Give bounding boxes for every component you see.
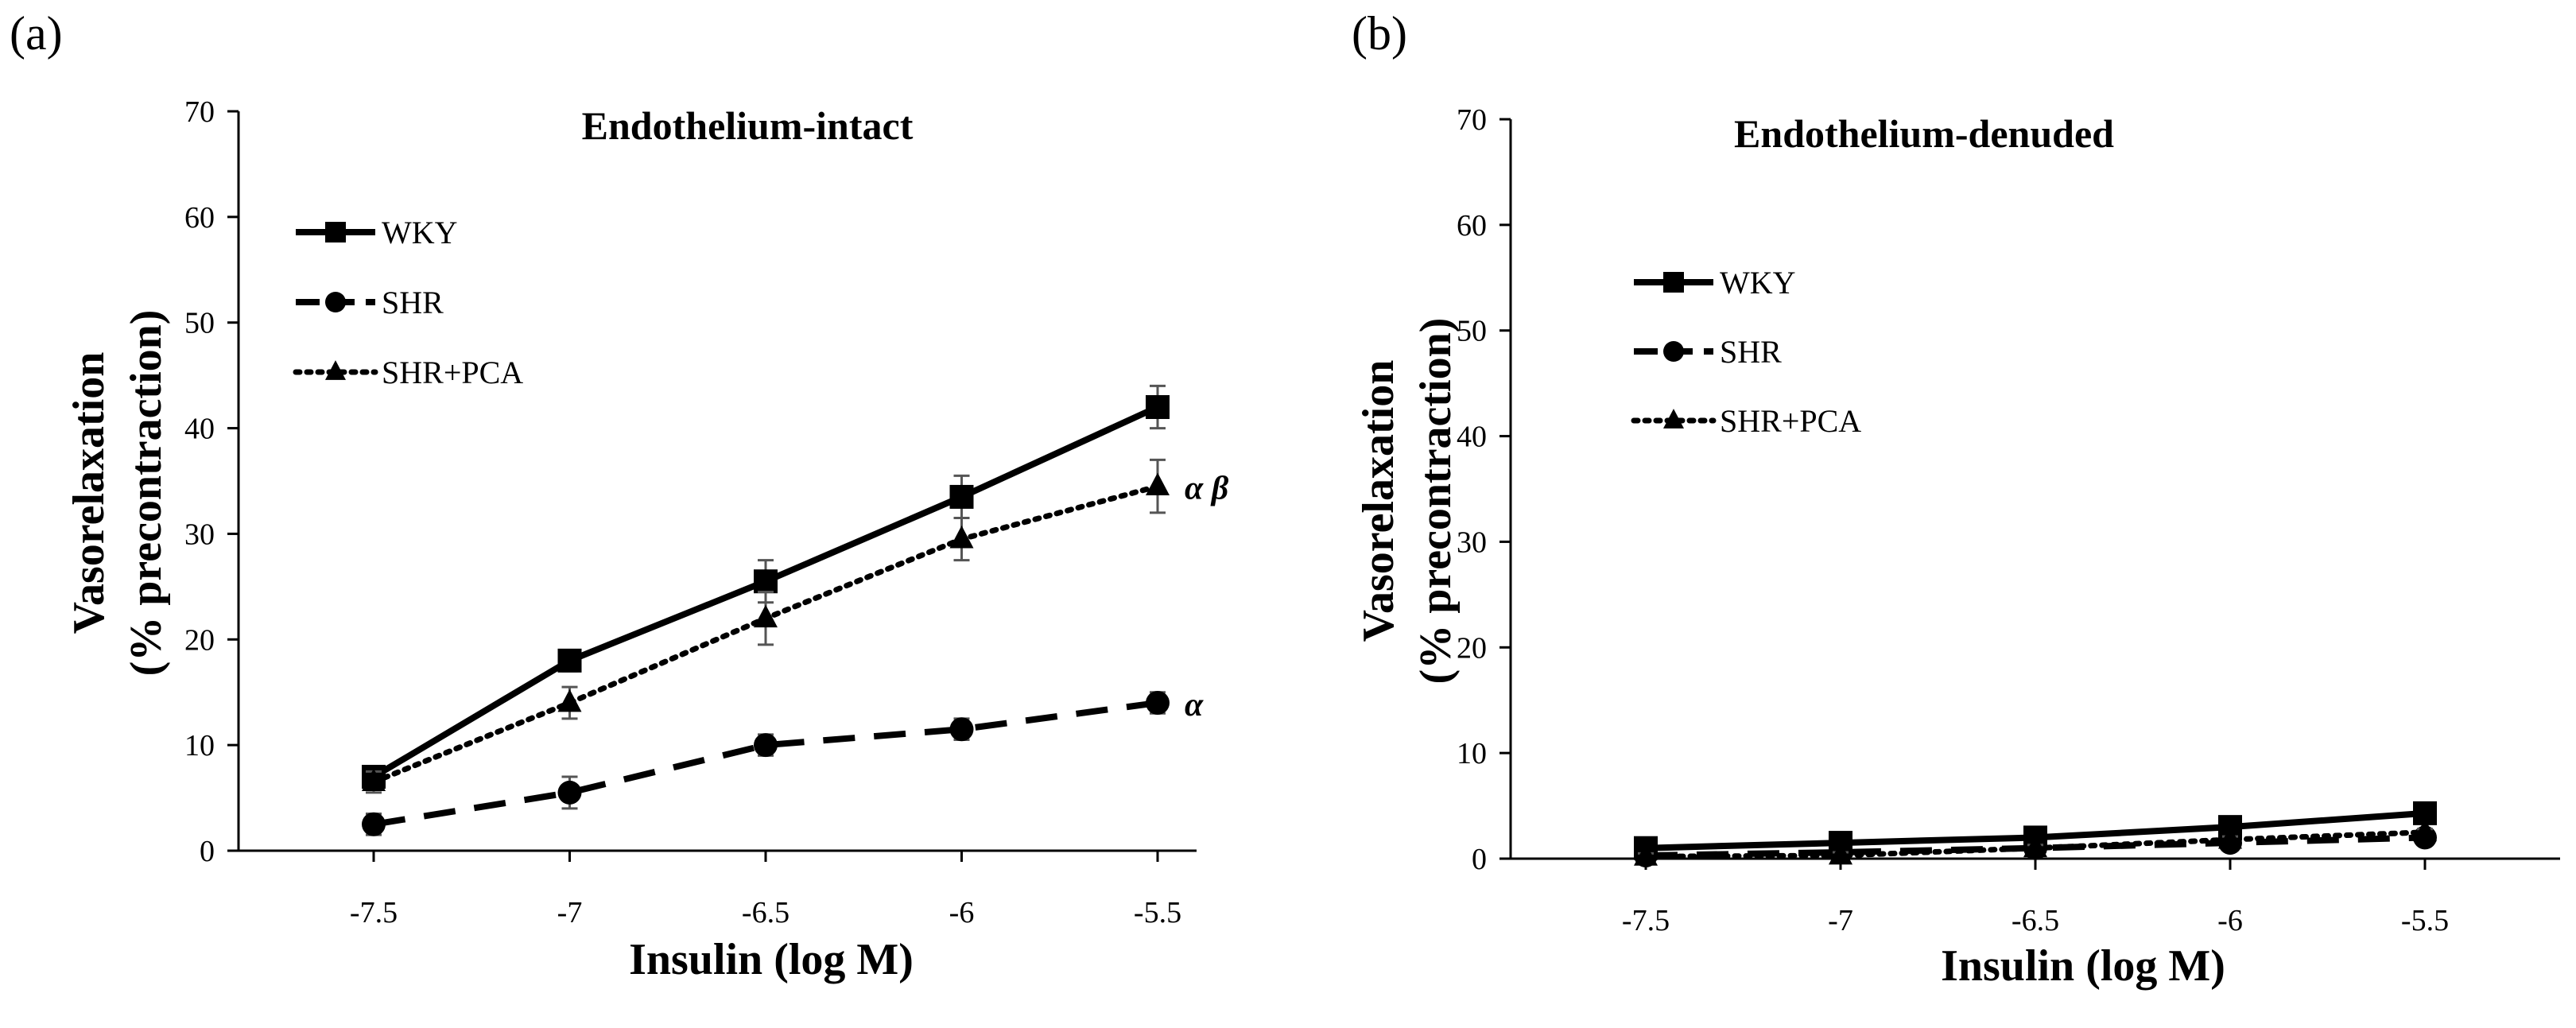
y-axis-label: Vasorelaxation (1354, 360, 1403, 642)
data-point-square (1146, 395, 1170, 419)
y-tick-label: 10 (184, 729, 215, 762)
chart-panel-b: (b) Endothelium-denuded 0 10 20 30 40 50 60 70 -7.… (1352, 7, 2560, 991)
data-point-triangle (949, 525, 974, 549)
series-line (373, 700, 1158, 828)
legend-item-shr: SHR (296, 285, 444, 320)
legend-item-wky: WKY (1634, 265, 1796, 301)
legend-item-shr: SHR (1634, 334, 1782, 370)
y-axis-label: (% precontraction) (1411, 318, 1461, 685)
legend-item-shr-pca: SHR+PCA (293, 355, 523, 390)
legend-label: SHR (1720, 334, 1782, 370)
legend-marker-circle (325, 292, 346, 312)
x-tick-label: -7 (1828, 904, 1853, 937)
chart-panel-a: (a) Endothelium-intact 0 10 20 30 40 50 60 70 -7.5… (10, 7, 1229, 984)
data-point-circle (949, 717, 974, 742)
legend-label: WKY (382, 215, 458, 250)
data-point-triangle (1146, 472, 1170, 496)
x-tick-label: -5.5 (1134, 896, 1181, 929)
x-tick-label: -7 (557, 896, 583, 929)
panel-label: (a) (10, 7, 63, 60)
x-tick-label: -6.5 (2012, 904, 2059, 937)
chart-title: Endothelium-denuded (1734, 111, 2114, 156)
series-shr-pca (1634, 818, 2437, 866)
y-tick-label: 20 (184, 623, 215, 657)
data-point-triangle (2413, 818, 2437, 842)
y-tick-label: 0 (1472, 843, 1487, 876)
data-point-triangle (1634, 843, 1658, 866)
series-shr: α (362, 687, 1204, 836)
legend-marker-square (325, 222, 346, 242)
legend-item-shr-pca: SHR+PCA (1631, 403, 1861, 439)
legend-item-wky: WKY (296, 215, 458, 250)
legend-label: SHR+PCA (382, 355, 523, 390)
y-tick-label: 30 (1457, 526, 1487, 559)
series-line (1645, 834, 2426, 859)
x-tick-label: -7.5 (350, 896, 398, 929)
legend-label: SHR+PCA (1720, 403, 1861, 439)
series-wky (362, 384, 1170, 789)
y-tick-label: 60 (184, 201, 215, 235)
panel-label: (b) (1352, 7, 1407, 60)
data-point-circle (754, 733, 778, 758)
data-point-square (754, 569, 778, 594)
legend-marker-triangle (1663, 409, 1684, 429)
y-tick-label: 40 (1457, 421, 1487, 454)
legend-marker-square (1663, 272, 1684, 293)
y-tick-label: 60 (1457, 209, 1487, 242)
y-tick-label: 40 (184, 413, 215, 446)
y-tick-label: 20 (1457, 631, 1487, 665)
x-axis-label: Insulin (log M) (629, 935, 914, 984)
y-axis-label: (% precontraction) (122, 310, 171, 677)
x-axis-label: Insulin (log M) (1941, 941, 2225, 991)
data-point-square (557, 648, 582, 673)
legend-marker-triangle (325, 360, 346, 380)
data-point-square (949, 484, 974, 509)
y-tick-label: 70 (184, 95, 215, 129)
x-tick-label: -6 (2217, 904, 2243, 937)
y-tick-label: 50 (184, 307, 215, 340)
data-point-circle (557, 780, 582, 805)
y-tick-label: 30 (184, 518, 215, 551)
legend-marker-circle (1663, 341, 1684, 362)
y-axis-label: Vasorelaxation (64, 352, 114, 634)
data-point-circle (362, 812, 386, 836)
chart-title: Endothelium-intact (582, 103, 914, 148)
x-tick-label: -6 (949, 896, 975, 929)
data-point-triangle (557, 689, 582, 712)
x-tick-label: -5.5 (2401, 904, 2449, 937)
x-tick-label: -7.5 (1622, 904, 1670, 937)
series-shr-pca: α β (362, 458, 1229, 794)
data-point-triangle (1829, 841, 1852, 865)
significance-annotation: α (1185, 687, 1204, 723)
data-point-triangle (2023, 834, 2047, 858)
data-point-circle (1146, 691, 1170, 715)
data-point-triangle (754, 604, 778, 628)
legend-label: SHR (382, 285, 444, 320)
data-point-triangle (2218, 825, 2242, 849)
y-tick-label: 50 (1457, 315, 1487, 348)
significance-annotation: α β (1185, 471, 1229, 507)
x-tick-label: -6.5 (742, 896, 789, 929)
y-tick-label: 70 (1457, 103, 1487, 137)
y-tick-label: 10 (1457, 737, 1487, 770)
y-tick-label: 0 (200, 835, 215, 868)
legend-label: WKY (1720, 265, 1796, 301)
data-point-triangle (362, 768, 386, 792)
